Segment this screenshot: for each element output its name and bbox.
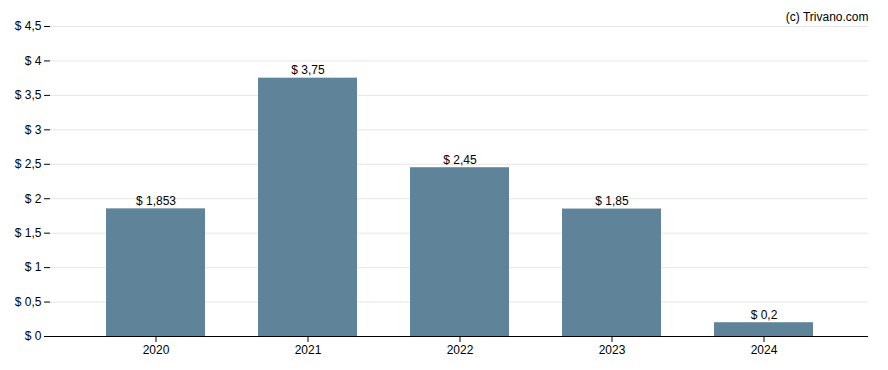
svg-text:2024: 2024	[751, 343, 778, 357]
svg-text:$ 3,5: $ 3,5	[15, 88, 42, 102]
svg-text:2023: 2023	[599, 343, 626, 357]
svg-text:2022: 2022	[447, 343, 474, 357]
svg-text:$ 4: $ 4	[25, 54, 42, 68]
svg-text:$ 1,5: $ 1,5	[15, 226, 42, 240]
svg-text:$ 0,5: $ 0,5	[15, 295, 42, 309]
svg-text:$ 3,75: $ 3,75	[291, 63, 325, 77]
svg-text:$ 0: $ 0	[25, 329, 42, 343]
svg-text:$ 3: $ 3	[25, 123, 42, 137]
svg-text:$ 2,45: $ 2,45	[443, 153, 477, 167]
svg-text:$ 1: $ 1	[25, 260, 42, 274]
svg-text:$ 2: $ 2	[25, 192, 42, 206]
svg-text:$ 1,853: $ 1,853	[136, 194, 176, 208]
svg-text:(c) Trivano.com: (c) Trivano.com	[786, 10, 869, 24]
svg-text:$ 4,5: $ 4,5	[15, 19, 42, 33]
svg-text:$ 2,5: $ 2,5	[15, 157, 42, 171]
svg-text:$ 1,85: $ 1,85	[595, 194, 629, 208]
svg-text:2020: 2020	[143, 343, 170, 357]
svg-text:2021: 2021	[295, 343, 322, 357]
svg-text:$ 0,2: $ 0,2	[751, 308, 778, 322]
